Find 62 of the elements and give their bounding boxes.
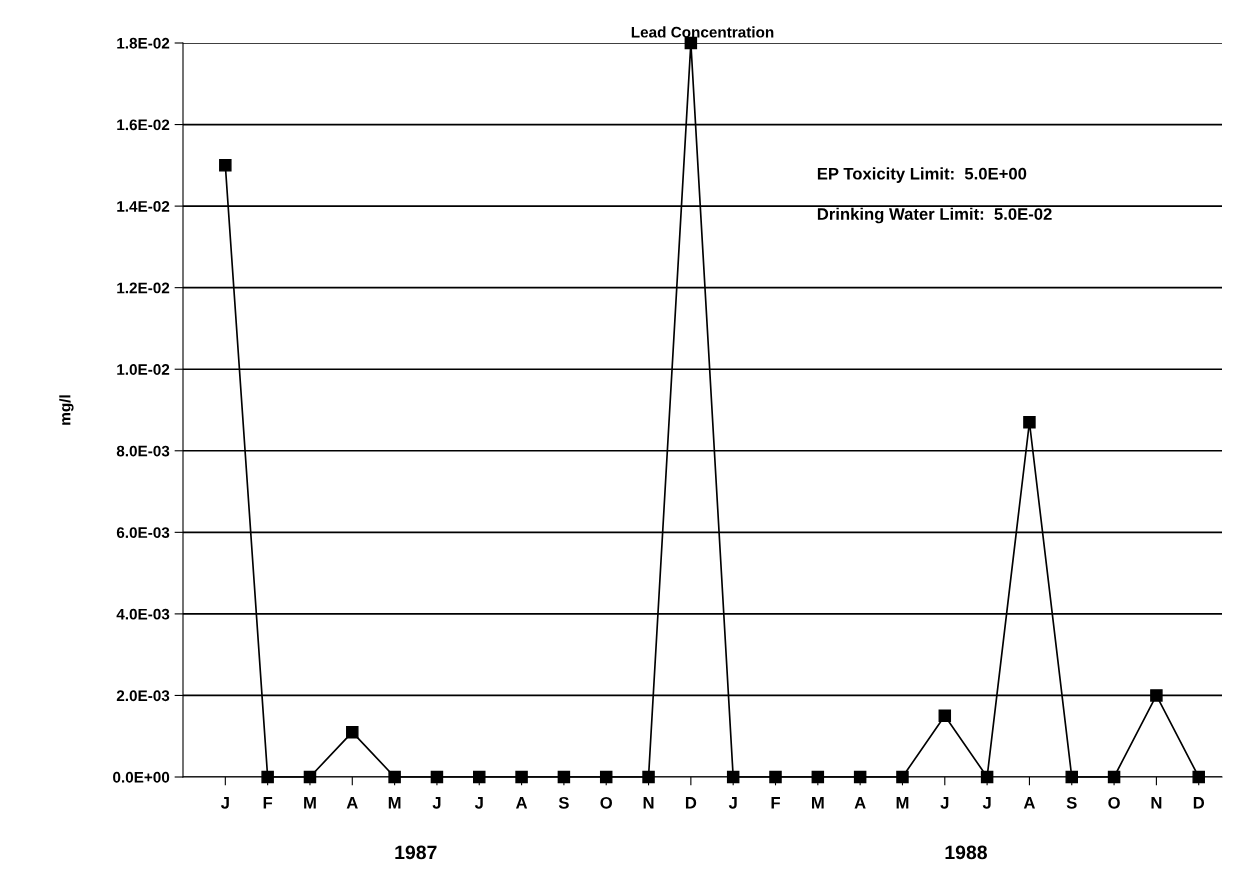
y-tick-label: 4.0E-03: [116, 608, 170, 620]
y-tick-label: 1.8E-02: [117, 37, 170, 49]
x-tick-label: F: [771, 797, 780, 809]
point: [346, 725, 359, 739]
annotation: Drinking Water Limit: 5.0E-02: [817, 207, 1052, 224]
point: [473, 770, 486, 784]
text: 1987: [395, 845, 437, 860]
y-tick-label: 1.4E-02: [117, 200, 170, 212]
x-tick-label: O: [1108, 796, 1120, 809]
x-tick-label: N: [643, 797, 654, 809]
point: [726, 770, 740, 784]
y-axis-title: mg/l: [59, 395, 74, 425]
y-tick-label: 6.0E-03: [116, 527, 170, 539]
x-tick-label: J: [474, 797, 483, 809]
x-tick-label: M: [896, 797, 909, 809]
point: [769, 770, 782, 784]
y-tick-label: 2.0E-03: [116, 690, 170, 702]
y-tick-label: 1.2E-02: [117, 282, 170, 294]
x-tick-label: J: [220, 797, 229, 809]
point: [811, 770, 825, 784]
point: [938, 709, 952, 723]
x-tick-label: D: [1193, 797, 1205, 809]
point: [1023, 415, 1036, 429]
point: [1065, 770, 1079, 784]
text: 1988: [945, 845, 987, 860]
x-tick-label: N: [1151, 797, 1162, 809]
chart-title: Lead Concentration: [631, 26, 774, 38]
y-tick-label: 0.0E+00: [113, 771, 170, 783]
x-tick-label: A: [854, 797, 866, 809]
point: [896, 770, 909, 784]
point: [599, 770, 613, 784]
x-tick-label: D: [685, 797, 697, 809]
point: [303, 770, 317, 784]
x-tick-label: A: [515, 797, 528, 809]
y-tick-label: 1.6E-02: [117, 119, 170, 131]
x-tick-label: F: [263, 797, 273, 809]
point: [853, 770, 867, 784]
y-tick-label: 8.0E-03: [116, 445, 170, 457]
point: [642, 770, 655, 784]
x-tick-label: M: [812, 797, 824, 809]
x-tick-label: J: [432, 797, 441, 809]
point: [515, 770, 528, 784]
x-tick-label: M: [388, 797, 401, 809]
point: [557, 770, 571, 784]
x-tick-label: J: [940, 797, 949, 809]
point: [388, 770, 401, 784]
x-tick-label: S: [558, 796, 569, 809]
point: [1150, 689, 1163, 702]
x-tick-label: A: [1023, 797, 1036, 809]
point: [980, 770, 994, 784]
x-tick-label: J: [728, 797, 737, 809]
x-tick-label: J: [982, 797, 991, 809]
x-tick-label: A: [346, 797, 358, 809]
x-tick-label: M: [304, 797, 316, 809]
x-tick-label: S: [1066, 796, 1077, 809]
point: [430, 770, 444, 784]
y-tick-label: 1.0E-02: [117, 364, 170, 375]
point: [219, 159, 232, 172]
annotation: EP Toxicity Limit: 5.0E+00: [817, 167, 1027, 183]
point: [1107, 770, 1121, 784]
point: [261, 770, 274, 784]
x-tick-label: O: [600, 796, 612, 809]
